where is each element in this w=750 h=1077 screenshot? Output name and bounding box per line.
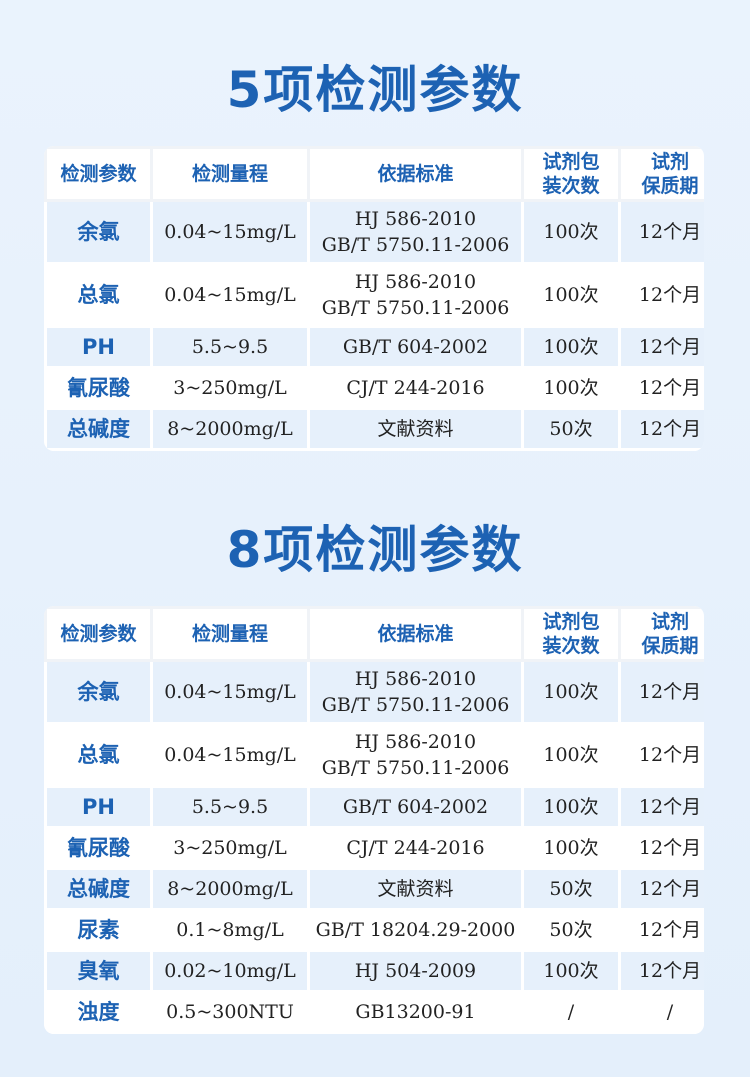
standard: GB/T 18204.29-2000 [307, 908, 524, 952]
shelf-life: / [618, 990, 704, 1034]
test-count: 100次 [521, 949, 621, 993]
standard: 文献资料 [307, 407, 524, 451]
header-range: 检测量程 [150, 146, 310, 202]
range: 8~2000mg/L [150, 407, 310, 451]
range: 0.04~15mg/L [150, 722, 310, 788]
table-row: PH 5.5~9.5 GB/T 604-2002 100次 12个月 [44, 325, 704, 369]
range: 0.04~15mg/L [150, 262, 310, 328]
header-count: 试剂包 装次数 [521, 606, 621, 662]
table-row: 总氯 0.04~15mg/L HJ 586-2010 GB/T 5750.11-20… [44, 262, 704, 328]
param-name: PH [44, 325, 153, 369]
table-row: 总碱度 8~2000mg/L 文献资料 50次 12个月 [44, 407, 704, 451]
range: 0.5~300NTU [150, 990, 310, 1034]
table-row: 余氯 0.04~15mg/L HJ 586-2010 GB/T 5750.11-20… [44, 199, 704, 265]
standard: HJ 586-2010 GB/T 5750.11-2006 [307, 659, 524, 725]
header-standard: 依据标准 [307, 146, 524, 202]
test-count: 50次 [521, 867, 621, 911]
header-count: 试剂包 装次数 [521, 146, 621, 202]
param-name: 总碱度 [44, 867, 153, 911]
shelf-life: 12个月 [618, 908, 704, 952]
range: 0.04~15mg/L [150, 199, 310, 265]
params-table-8: 检测参数 检测量程 依据标准 试剂包 装次数 试剂 保质期 余氯 0.04~15mg/L HJ… [44, 606, 704, 1034]
table-row: 尿素 0.1~8mg/L GB/T 18204.29-2000 50次 12个月 [44, 908, 704, 952]
standard: GB13200-91 [307, 990, 524, 1034]
table-row: 余氯 0.04~15mg/L HJ 586-2010 GB/T 5750.11-20… [44, 659, 704, 725]
header-shelf: 试剂 保质期 [618, 606, 704, 662]
shelf-life: 12个月 [618, 949, 704, 993]
table-row: 氰尿酸 3~250mg/L CJ/T 244-2016 100次 12个月 [44, 366, 704, 410]
test-count: 100次 [521, 366, 621, 410]
test-count: 50次 [521, 908, 621, 952]
range: 0.02~10mg/L [150, 949, 310, 993]
param-name: 总碱度 [44, 407, 153, 451]
standard: HJ 586-2010 GB/T 5750.11-2006 [307, 199, 524, 265]
param-name: 浊度 [44, 990, 153, 1034]
shelf-life: 12个月 [618, 262, 704, 328]
param-name: 氰尿酸 [44, 366, 153, 410]
test-count: 100次 [521, 722, 621, 788]
standard: CJ/T 244-2016 [307, 826, 524, 870]
range: 5.5~9.5 [150, 325, 310, 369]
header-param: 检测参数 [44, 606, 153, 662]
range: 0.04~15mg/L [150, 659, 310, 725]
param-name: 总氯 [44, 722, 153, 788]
table-row: 总氯 0.04~15mg/L HJ 586-2010 GB/T 5750.11-20… [44, 722, 704, 788]
table-header: 检测参数 检测量程 依据标准 试剂包 装次数 试剂 保质期 [44, 146, 704, 202]
param-name: 余氯 [44, 659, 153, 725]
test-count: 50次 [521, 407, 621, 451]
shelf-life: 12个月 [618, 199, 704, 265]
standard: CJ/T 244-2016 [307, 366, 524, 410]
shelf-life: 12个月 [618, 867, 704, 911]
shelf-life: 12个月 [618, 366, 704, 410]
range: 3~250mg/L [150, 366, 310, 410]
table-header: 检测参数 检测量程 依据标准 试剂包 装次数 试剂 保质期 [44, 606, 704, 662]
param-name: 臭氧 [44, 949, 153, 993]
test-count: 100次 [521, 826, 621, 870]
standard: 文献资料 [307, 867, 524, 911]
shelf-life: 12个月 [618, 659, 704, 725]
range: 8~2000mg/L [150, 867, 310, 911]
param-name: 氰尿酸 [44, 826, 153, 870]
range: 5.5~9.5 [150, 785, 310, 829]
standard: HJ 504-2009 [307, 949, 524, 993]
header-range: 检测量程 [150, 606, 310, 662]
header-shelf: 试剂 保质期 [618, 146, 704, 202]
test-count: / [521, 990, 621, 1034]
standard: HJ 586-2010 GB/T 5750.11-2006 [307, 262, 524, 328]
table-row: 臭氧 0.02~10mg/L HJ 504-2009 100次 12个月 [44, 949, 704, 993]
header-param: 检测参数 [44, 146, 153, 202]
section-title-5: 5项检测参数 [226, 61, 524, 119]
table-row: 总碱度 8~2000mg/L 文献资料 50次 12个月 [44, 867, 704, 911]
test-count: 100次 [521, 262, 621, 328]
test-count: 100次 [521, 785, 621, 829]
shelf-life: 12个月 [618, 785, 704, 829]
shelf-life: 12个月 [618, 722, 704, 788]
section-title-8: 8项检测参数 [226, 521, 524, 579]
param-name: 总氯 [44, 262, 153, 328]
param-name: 尿素 [44, 908, 153, 952]
test-count: 100次 [521, 199, 621, 265]
table-row: PH 5.5~9.5 GB/T 604-2002 100次 12个月 [44, 785, 704, 829]
params-table-5: 检测参数 检测量程 依据标准 试剂包 装次数 试剂 保质期 余氯 0.04~15mg/L HJ… [44, 146, 704, 451]
standard: HJ 586-2010 GB/T 5750.11-2006 [307, 722, 524, 788]
shelf-life: 12个月 [618, 325, 704, 369]
shelf-life: 12个月 [618, 826, 704, 870]
table-row: 氰尿酸 3~250mg/L CJ/T 244-2016 100次 12个月 [44, 826, 704, 870]
table-row: 浊度 0.5~300NTU GB13200-91// [44, 990, 704, 1034]
param-name: PH [44, 785, 153, 829]
standard: GB/T 604-2002 [307, 785, 524, 829]
range: 0.1~8mg/L [150, 908, 310, 952]
range: 3~250mg/L [150, 826, 310, 870]
shelf-life: 12个月 [618, 407, 704, 451]
header-standard: 依据标准 [307, 606, 524, 662]
param-name: 余氯 [44, 199, 153, 265]
test-count: 100次 [521, 659, 621, 725]
test-count: 100次 [521, 325, 621, 369]
standard: GB/T 604-2002 [307, 325, 524, 369]
